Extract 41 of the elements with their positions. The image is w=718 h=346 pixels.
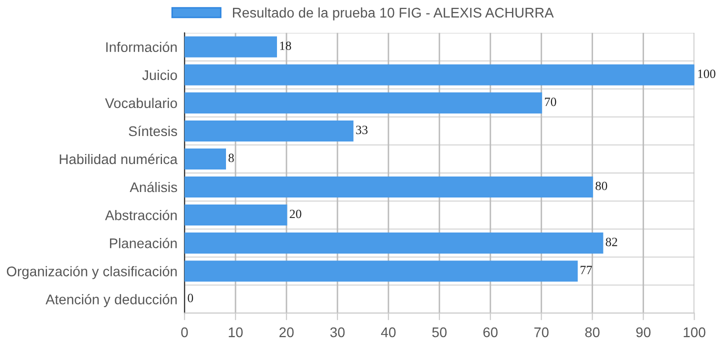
bar [184,92,542,114]
x-tick-label: 10 [228,327,243,338]
bar [184,64,694,86]
bar [184,120,354,142]
y-tick-label: Atención y deducción [46,294,177,308]
data-label: 33 [356,126,368,134]
y-tick-label: Síntesis [128,126,178,136]
bar [184,204,288,226]
x-tick-label: 70 [534,327,549,338]
data-label: 8 [228,154,234,162]
bar [184,148,226,170]
x-tick-label: 50 [432,327,447,338]
x-tick-label: 40 [381,327,396,338]
legend-label: Resultado de la prueba 10 FIG - ALEXIS ACHURRA [232,7,554,20]
x-tick-label: 100 [684,327,706,338]
data-label: 0 [188,294,194,302]
x-tick-label: 20 [279,327,294,338]
y-tick-label: Habilidad numérica [60,154,178,164]
y-tick-label: Planeación [110,238,177,248]
data-label: 100 [698,70,716,78]
y-tick-label: Vocabulario [105,98,178,108]
x-tick-label: 30 [330,327,345,338]
y-tick-label: Organización y clasificación [6,266,177,280]
y-tick-label: Información [106,42,177,52]
x-tick-label: 80 [585,327,600,338]
data-label: 80 [596,182,608,190]
bar [184,176,594,198]
bar [184,260,578,282]
y-tick-label: Análisis [130,182,178,192]
bar [184,232,604,254]
y-tick-label: Abstracción [105,210,177,220]
data-label: 18 [280,42,292,50]
data-label: 77 [580,266,592,274]
x-tick-label: 0 [181,327,188,338]
bar [184,36,277,58]
x-tick-label: 90 [636,327,651,338]
data-label: 70 [544,98,556,106]
y-tick-label: Juicio [142,70,177,80]
data-label: 82 [606,238,618,246]
data-label: 20 [290,210,302,218]
x-tick-label: 60 [483,327,498,338]
